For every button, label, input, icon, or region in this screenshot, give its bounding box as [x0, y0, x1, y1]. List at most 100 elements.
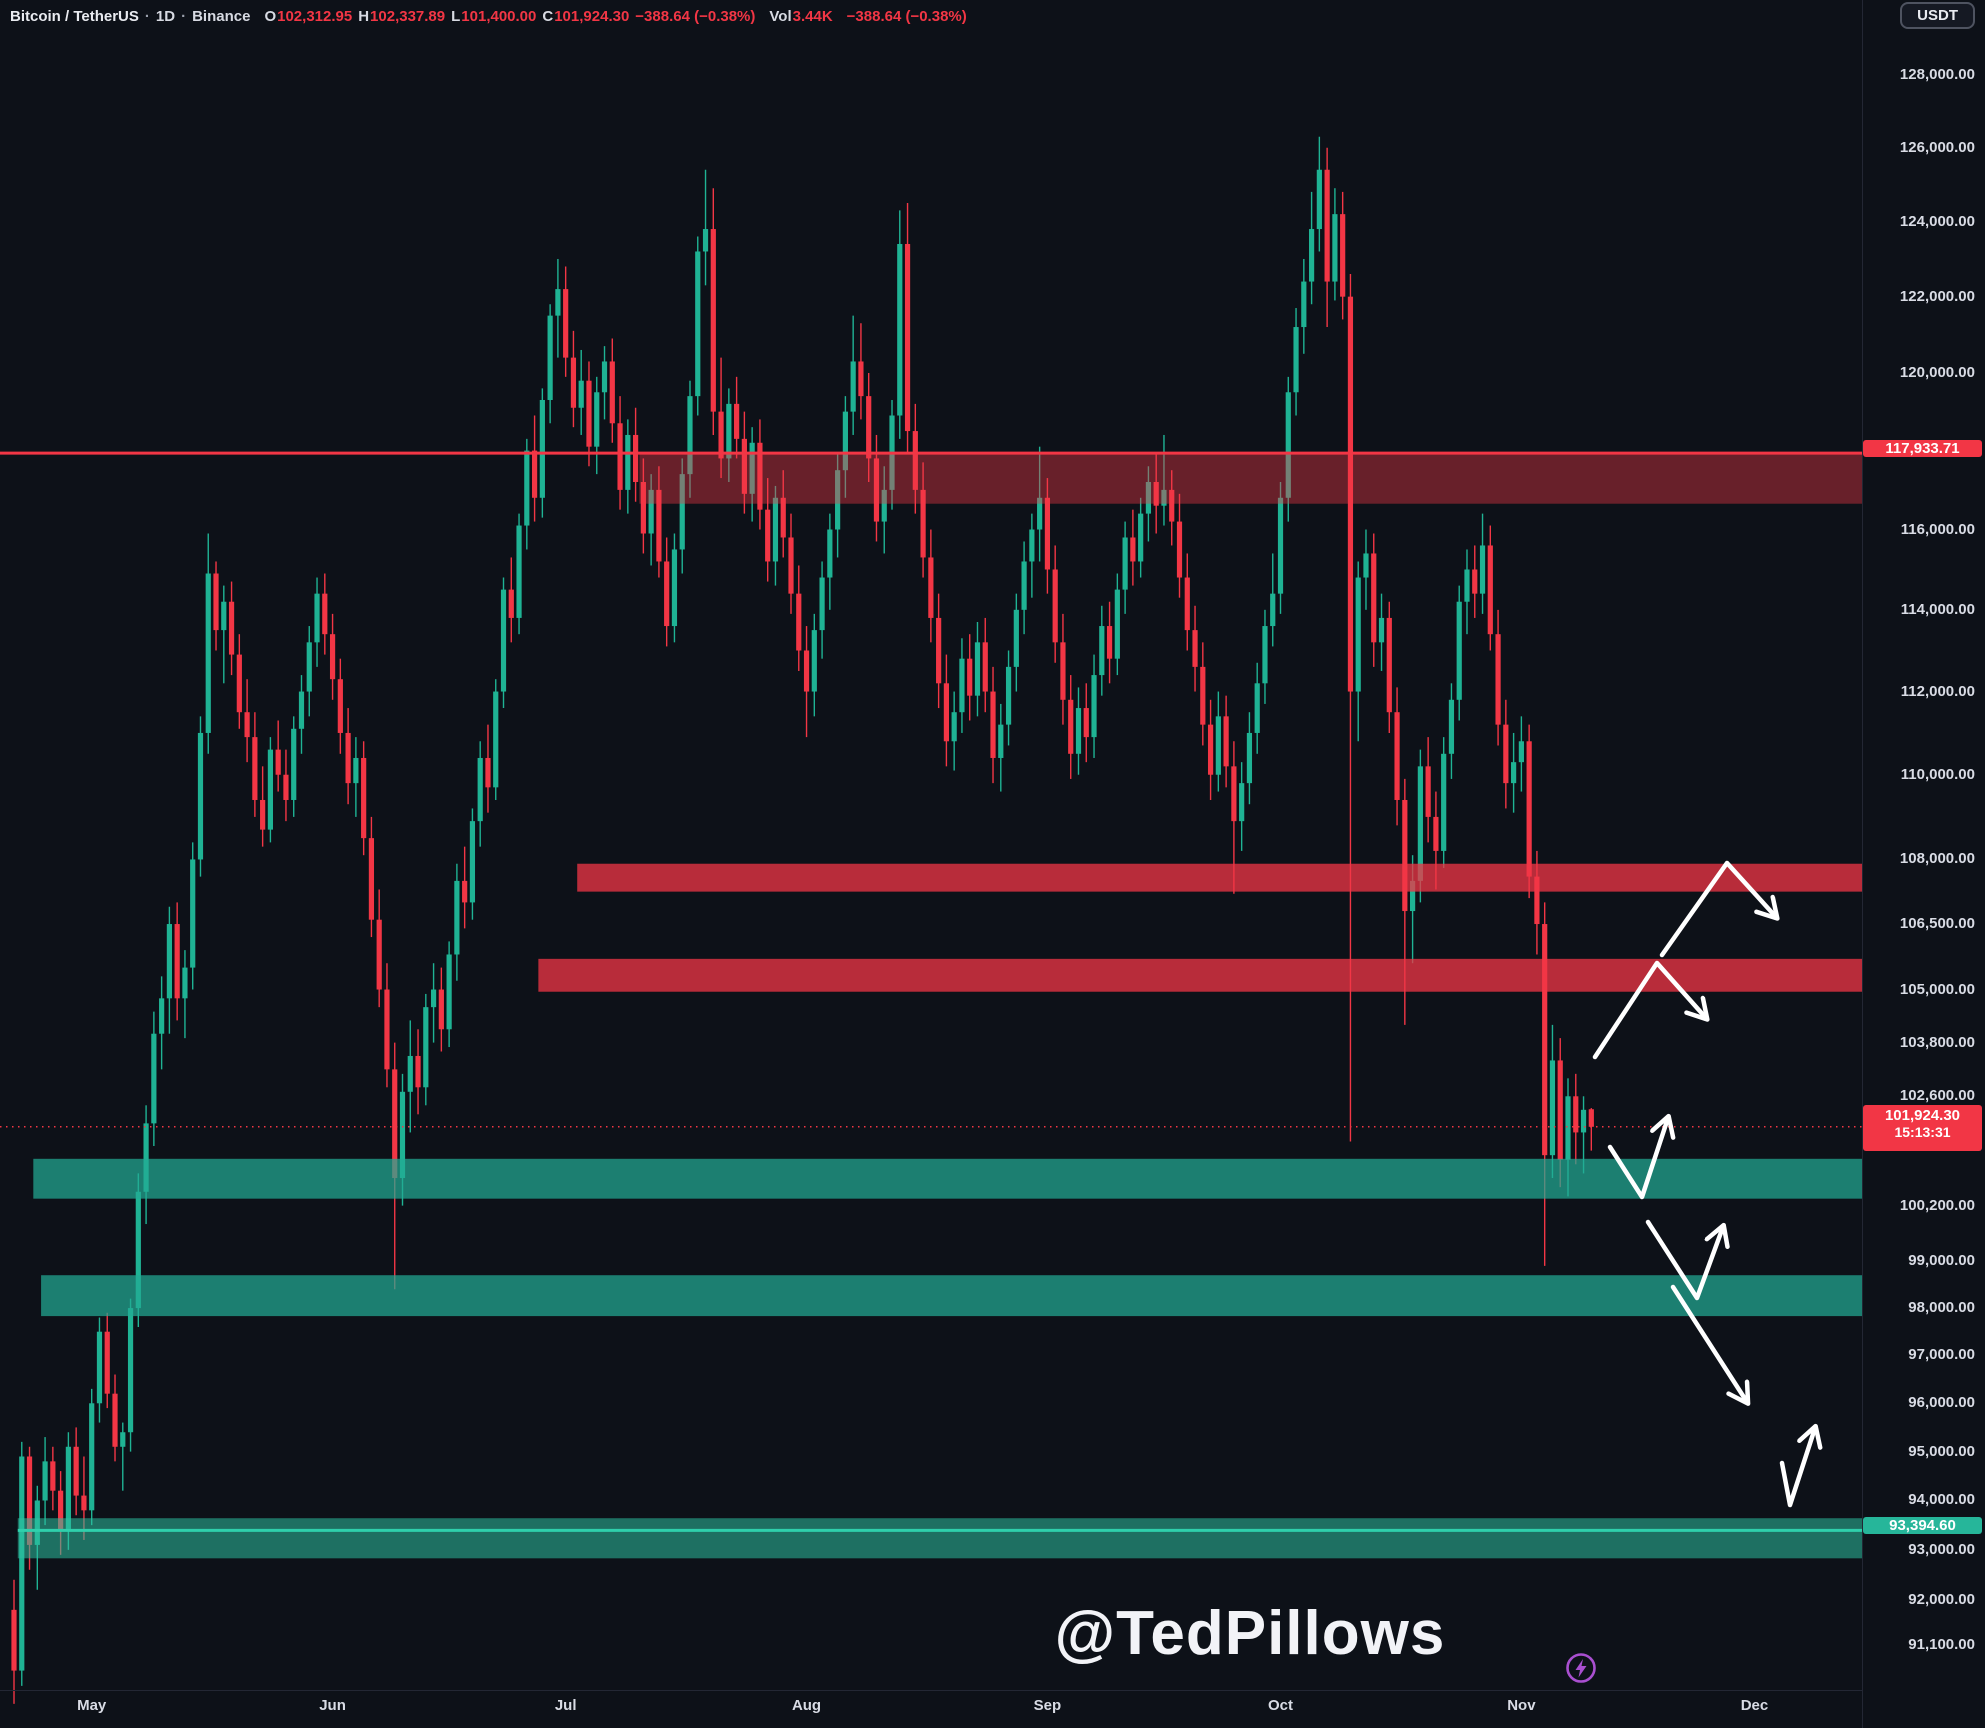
down-candle [609, 338, 615, 443]
price-axis-tick[interactable]: 96,000.00 [1908, 1394, 1975, 1412]
up-candle [671, 533, 678, 643]
currency-toggle-button[interactable]: USDT [1900, 2, 1975, 29]
down-candle [1169, 470, 1175, 546]
up-candle [1161, 434, 1167, 526]
volume-value: 3.44K [792, 7, 833, 25]
price-axis-tick[interactable]: 112,000.00 [1900, 682, 1975, 700]
price-axis-tick[interactable]: 122,000.00 [1899, 287, 1975, 305]
down-candle [788, 513, 794, 614]
drawn-arrow[interactable] [1670, 1284, 1747, 1402]
last-price-value: 101,924.30 [1884, 1106, 1961, 1124]
price-axis-tick[interactable]: 105,000.00 [1899, 980, 1975, 998]
up-candle [493, 679, 499, 800]
price-axis-tick[interactable]: 103,800.00 [1899, 1033, 1975, 1051]
drawn-arrow[interactable] [1592, 960, 1706, 1060]
up-candle [1448, 683, 1455, 779]
price-axis-tick[interactable]: 97,000.00 [1908, 1346, 1975, 1364]
down-candle [640, 458, 646, 554]
up-candle [1246, 712, 1253, 805]
time-axis-label[interactable]: Sep [1033, 1697, 1062, 1714]
time-axis-label[interactable]: Nov [1507, 1697, 1536, 1714]
price-axis-tick[interactable]: 91,100.00 [1908, 1636, 1975, 1654]
legend-separator: · [144, 7, 150, 25]
up-candle [842, 396, 848, 498]
price-axis-tick[interactable]: 114,000.00 [1900, 600, 1975, 618]
time-axis-label[interactable]: Aug [791, 1697, 822, 1714]
time-axis-label[interactable]: Jun [319, 1697, 346, 1714]
up-candle [353, 737, 359, 817]
up-candle [1270, 553, 1276, 647]
demand-zone-93200[interactable] [17, 1518, 1862, 1559]
down-candle [438, 967, 444, 1052]
volume-label: Vol [769, 7, 792, 25]
change-value-2: −388.64 (−0.38%) [846, 7, 967, 25]
supply-zone-105300[interactable] [538, 958, 1862, 992]
down-candle [904, 203, 911, 455]
price-axis-tick[interactable]: 92,000.00 [1908, 1590, 1975, 1608]
price-axis-tick[interactable]: 126,000.00 [1899, 138, 1975, 156]
up-candle [702, 169, 709, 286]
price-axis-tick[interactable]: 128,000.00 [1899, 66, 1975, 83]
up-candle [446, 941, 452, 1048]
up-candle [454, 863, 460, 981]
up-candle [687, 380, 693, 498]
zone-drawings[interactable] [0, 451, 1863, 1559]
down-candle [858, 323, 864, 420]
time-axis-label[interactable]: Oct [1267, 1697, 1293, 1714]
price-axis-tick[interactable]: 108,000.00 [1899, 850, 1975, 868]
demand-zone-100800[interactable] [33, 1158, 1862, 1199]
price-axis-tick[interactable]: 116,000.00 [1900, 520, 1975, 538]
supply-zone-117900[interactable] [639, 453, 1862, 504]
price-axis-tick[interactable]: 106,500.00 [1899, 915, 1975, 933]
down-candle [283, 749, 289, 822]
chart-legend[interactable]: Bitcoin / TetherUS · 1D · Binance O 102,… [10, 5, 973, 27]
price-axis-tick[interactable]: 99,000.00 [1908, 1252, 1975, 1270]
down-candle [920, 462, 926, 578]
price-axis-tick[interactable]: 100,200.00 [1899, 1196, 1975, 1214]
down-candle [1083, 683, 1089, 763]
legend-separator: · [181, 7, 187, 25]
up-candle [1378, 593, 1385, 671]
drawn-arrow[interactable] [1779, 1428, 1815, 1508]
lightning-boost-icon[interactable] [1564, 1651, 1598, 1685]
drawn-arrow[interactable] [1607, 1118, 1668, 1200]
support-price-value: 93,394.60 [1889, 1517, 1956, 1535]
drawn-arrows[interactable] [1592, 860, 1815, 1508]
drawn-arrow[interactable] [1659, 860, 1776, 958]
down-candle [1324, 147, 1330, 328]
drawn-arrow[interactable] [1645, 1219, 1723, 1301]
price-axis-tick[interactable]: 120,000.00 [1899, 363, 1975, 381]
up-candle [547, 304, 553, 424]
down-candle [415, 1029, 421, 1115]
up-candle [1308, 191, 1315, 305]
up-candle [1122, 521, 1128, 614]
down-candle [252, 712, 258, 817]
down-candle [1425, 737, 1431, 843]
price-axis-tick[interactable]: 110,000.00 [1900, 765, 1975, 783]
up-candle [1441, 737, 1447, 869]
price-axis-tick[interactable]: 95,000.00 [1908, 1442, 1975, 1460]
up-candle [625, 419, 631, 514]
price-axis-tick[interactable]: 102,600.00 [1899, 1087, 1975, 1105]
down-candle [384, 963, 390, 1088]
up-candle [1518, 716, 1524, 792]
up-candle [1277, 481, 1284, 614]
price-axis-tick[interactable]: 98,000.00 [1908, 1299, 1975, 1317]
supply-zone-108000[interactable] [577, 863, 1863, 892]
up-candle [772, 485, 779, 586]
demand-zone-98300[interactable] [41, 1275, 1863, 1317]
candlestick-series [11, 136, 1594, 1704]
symbol-title[interactable]: Bitcoin / TetherUS [10, 7, 139, 25]
time-axis-label[interactable]: Dec [1740, 1697, 1769, 1714]
price-axis-tick[interactable]: 124,000.00 [1899, 212, 1975, 230]
down-candle [345, 708, 351, 805]
time-axis-label[interactable]: May [77, 1697, 107, 1714]
time-axis-label[interactable]: Jul [554, 1697, 577, 1714]
price-axis-tick[interactable]: 93,000.00 [1908, 1540, 1975, 1558]
interval-label[interactable]: 1D [155, 7, 176, 25]
up-candle [1013, 593, 1019, 692]
down-candle [275, 720, 281, 792]
down-candle [718, 357, 724, 479]
price-axis-tick[interactable]: 94,000.00 [1908, 1491, 1975, 1509]
